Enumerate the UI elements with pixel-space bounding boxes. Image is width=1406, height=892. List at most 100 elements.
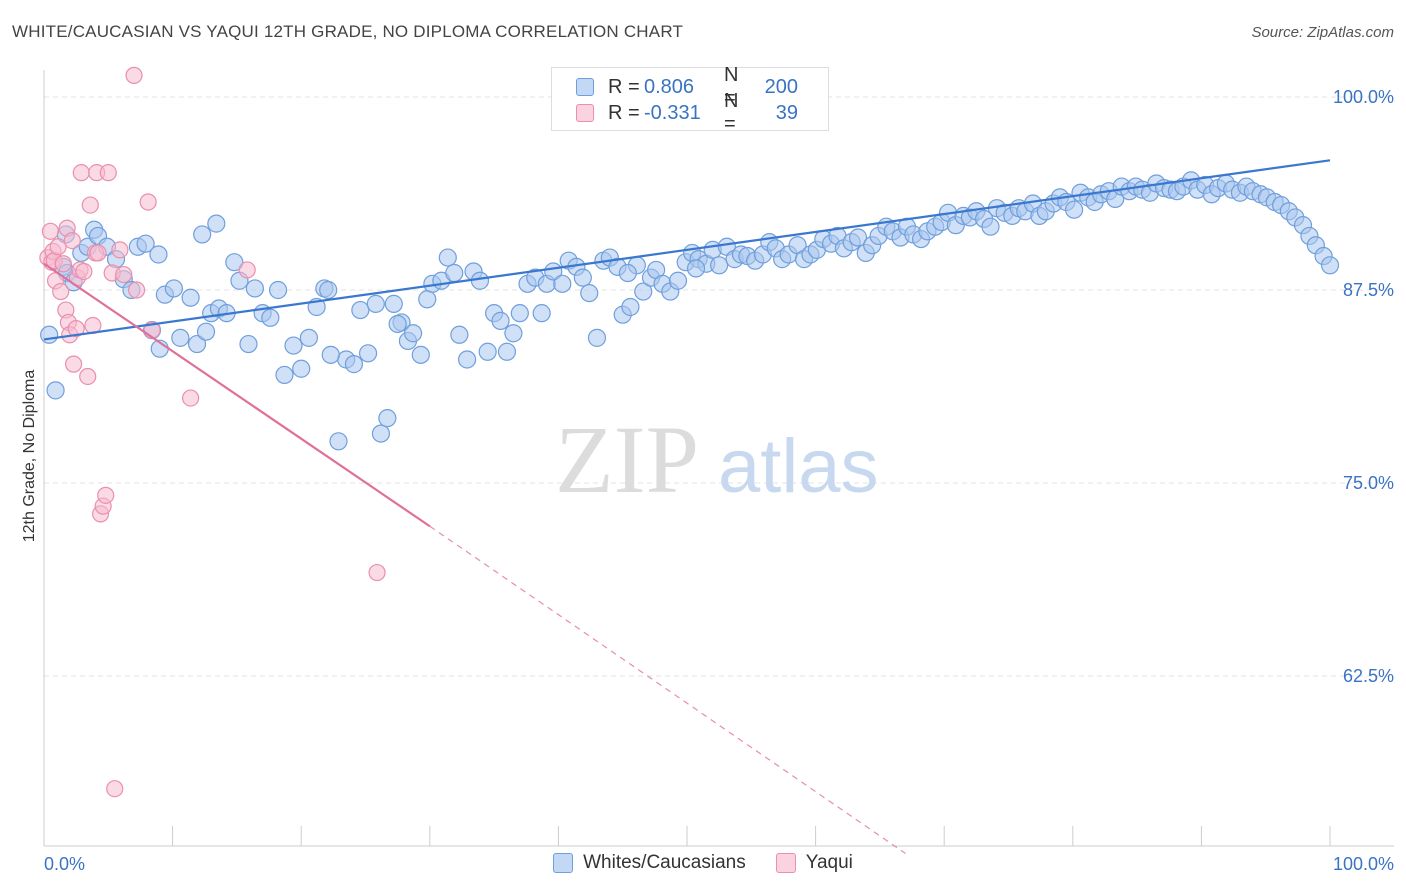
data-point-yaqui [49, 238, 67, 256]
data-point-whites [981, 217, 1000, 236]
x-tick-labels: 0.0% 100.0% [44, 854, 1394, 874]
data-point-whites [136, 234, 155, 253]
data-point-whites [196, 322, 216, 341]
data-point-yaqui [125, 66, 143, 84]
data-point-whites [351, 300, 370, 320]
data-point-whites [573, 268, 592, 287]
data-point-whites [321, 345, 340, 364]
data-point-whites [418, 290, 437, 309]
data-point-whites [668, 271, 688, 290]
data-point-whites [1320, 256, 1340, 275]
data-point-whites [225, 253, 244, 272]
data-point-whites [686, 259, 706, 278]
legend-r-label: R = [608, 75, 640, 98]
data-point-whites [710, 256, 729, 275]
data-point-whites [46, 381, 65, 400]
y-tick-label: 62.5% [1343, 666, 1394, 686]
data-point-whites [358, 344, 378, 363]
data-point-yaqui [97, 486, 115, 504]
data-point-whites [438, 248, 457, 267]
legend-n-value: 200 [764, 75, 798, 98]
bottom-legend-swatch-pink [775, 853, 796, 873]
x-tick-label: 0.0% [44, 854, 85, 874]
data-point-whites [450, 325, 469, 344]
watermark-atlas: atlas [718, 424, 879, 509]
axes [43, 70, 1394, 847]
data-point-yaqui [127, 281, 146, 299]
data-point-whites [164, 279, 183, 298]
data-point-whites [40, 325, 59, 344]
data-point-yaqui [79, 367, 97, 386]
data-point-whites [378, 409, 397, 428]
data-point-whites [491, 311, 510, 330]
legend: R = 0.806 N = 200 R = -0.331 N = 39 [551, 64, 829, 135]
data-point-yaqui [368, 563, 386, 582]
data-point-whites [171, 328, 190, 347]
data-point-yaqui [111, 241, 129, 259]
data-point-yaqui [182, 389, 200, 407]
y-tick-label: 100.0% [1333, 87, 1394, 107]
legend-r-label: R = [608, 101, 640, 124]
data-point-whites [193, 225, 212, 244]
data-point-whites [1064, 200, 1084, 219]
data-point-yaqui [52, 282, 70, 301]
bottom-legend-yaqui: Yaqui [775, 852, 853, 874]
data-point-whites [329, 432, 348, 451]
data-point-whites [403, 324, 423, 343]
data-point-whites [149, 245, 168, 264]
watermark-zip: ZIP [555, 406, 699, 513]
data-point-yaqui [54, 255, 72, 273]
source-label: Source: ZipAtlas.com [1251, 24, 1394, 41]
legend-swatch-pink [576, 104, 594, 122]
legend-n-label: N = [724, 90, 739, 135]
data-point-yaqui [238, 261, 256, 279]
data-point-whites [621, 297, 640, 317]
data-point-whites [510, 304, 529, 323]
data-point-yaqui [89, 244, 107, 262]
watermark: ZIP atlas [555, 406, 879, 513]
x-tick-label: 100.0% [1333, 854, 1394, 874]
data-point-whites [261, 308, 280, 327]
data-point-whites [344, 355, 364, 374]
data-point-whites [848, 228, 868, 247]
data-point-whites [553, 274, 572, 293]
data-point-yaqui [81, 196, 99, 214]
legend-r-value: -0.331 [644, 101, 701, 124]
legend-n-value: 39 [775, 101, 798, 124]
data-point-whites [532, 304, 551, 323]
data-point-whites [580, 283, 599, 303]
data-point-whites [292, 359, 311, 378]
trend-line-yaqui [43, 262, 431, 528]
bottom-legend-whites: Whites/Caucasians [553, 852, 746, 874]
y-tick-label: 75.0% [1343, 473, 1394, 493]
data-point-whites [587, 328, 607, 347]
data-point-whites [457, 350, 477, 369]
data-point-whites [618, 263, 637, 283]
data-point-whites [497, 342, 517, 361]
data-point-whites [245, 279, 265, 298]
y-tick-label: 87.5% [1343, 280, 1394, 300]
data-point-yaqui [75, 262, 93, 281]
data-point-whites [284, 336, 303, 355]
data-point-whites [275, 365, 294, 385]
data-point-whites [384, 294, 403, 313]
data-point-whites [319, 280, 338, 300]
data-point-whites [207, 214, 226, 233]
data-point-yaqui [41, 222, 60, 240]
data-point-yaqui [64, 355, 83, 373]
data-point-whites [268, 280, 288, 300]
data-point-yaqui [106, 780, 124, 798]
data-point-whites [239, 334, 258, 354]
data-point-whites [388, 314, 407, 334]
data-point-whites [470, 271, 490, 290]
data-point-whites [445, 263, 464, 283]
legend-swatch-blue [576, 78, 594, 96]
data-point-whites [411, 345, 430, 364]
data-point-yaqui [99, 164, 117, 182]
data-point-whites [634, 282, 653, 301]
bottom-legend-label: Whites/Caucasians [583, 852, 746, 873]
legend-row-whites: R = 0.806 N = 200 [576, 64, 798, 109]
bottom-legend-label: Yaqui [805, 852, 853, 873]
y-tick-labels: 62.5% 75.0% 87.5% 100.0% [1333, 87, 1394, 686]
